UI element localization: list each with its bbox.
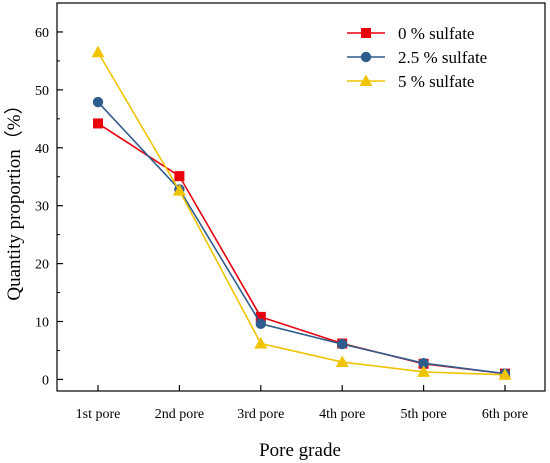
y-tick-label: 20 — [35, 258, 49, 273]
y-axis-title: Quantity proportion（%） — [3, 95, 25, 300]
x-axis-title: Pore grade — [259, 440, 341, 461]
y-tick-label: 0 — [42, 373, 49, 388]
legend-label: 2.5 % sulfate — [398, 48, 487, 67]
legend-label: 0 % sulfate — [398, 24, 474, 43]
data-point — [172, 184, 186, 196]
data-point — [498, 368, 512, 380]
series-3 — [91, 45, 512, 380]
series-1 — [93, 118, 510, 379]
data-point — [91, 45, 105, 58]
data-point — [254, 337, 268, 349]
legend-label: 5 % sulfate — [398, 72, 474, 91]
legend-marker — [360, 51, 372, 63]
y-tick-label: 50 — [35, 84, 49, 99]
legend-marker — [361, 28, 371, 38]
legend: 0 % sulfate 2.5 % sulfate 5 % sulfate — [347, 24, 487, 91]
y-tick-label: 60 — [35, 26, 49, 41]
legend-marker — [359, 74, 373, 86]
data-point — [255, 318, 266, 330]
data-point — [337, 338, 348, 350]
data-point — [93, 118, 103, 129]
x-tick-label: 4th pore — [319, 407, 365, 422]
series-2 — [92, 96, 511, 379]
legend-item: 0 % sulfate — [347, 24, 474, 43]
data-point — [335, 355, 349, 368]
series-line — [97, 122, 506, 375]
x-tick-label: 5th pore — [400, 407, 446, 422]
plot-frame — [56, 2, 546, 392]
data-point — [255, 311, 266, 322]
y-tick-label: 10 — [35, 316, 49, 331]
x-tick-label: 1st pore — [76, 407, 121, 422]
series-line — [97, 51, 506, 376]
x-tick-label: 2nd pore — [155, 407, 204, 422]
data-point — [417, 365, 431, 377]
x-tick-label: 6th pore — [482, 407, 528, 422]
legend-item: 5 % sulfate — [347, 72, 474, 91]
data-point — [92, 96, 104, 108]
series-layer — [91, 45, 512, 380]
data-point — [418, 358, 429, 369]
axes: 0 10 20 30 40 50 60 1st pore 2nd pore 3rd pore 4th… — [35, 2, 546, 422]
data-point — [174, 171, 185, 182]
y-tick-label: 40 — [35, 142, 49, 157]
legend-item: 2.5 % sulfate — [347, 48, 487, 67]
x-tick-label: 3rd pore — [237, 407, 284, 422]
series-line — [97, 101, 506, 375]
y-tick-label: 30 — [35, 200, 49, 215]
